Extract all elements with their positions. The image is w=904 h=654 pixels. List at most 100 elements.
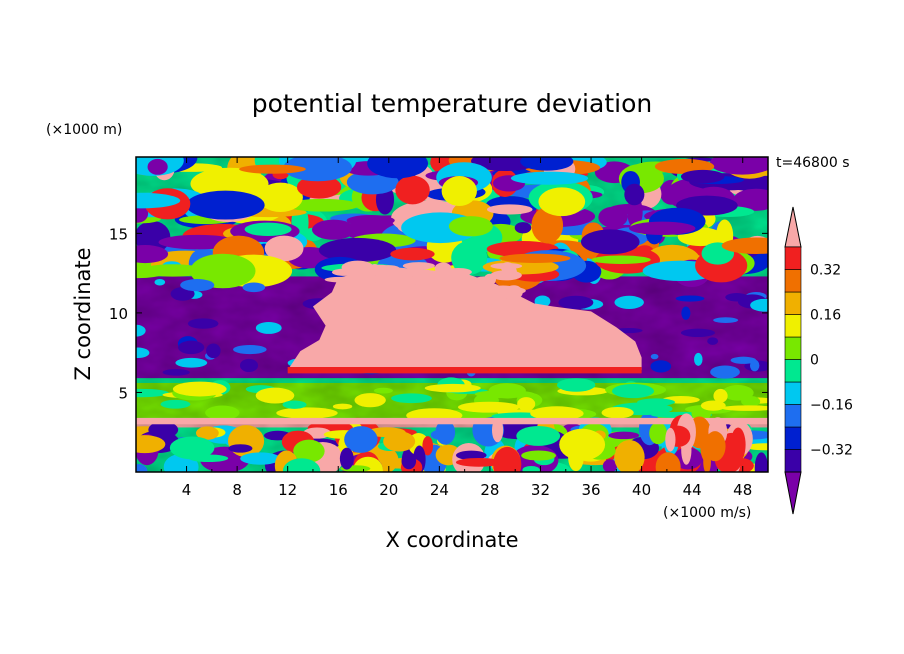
contour-blob [502,288,519,300]
colorbar-tick-label: 0.32 [810,263,841,279]
contour-blob [296,175,342,199]
contour-blob [205,405,240,421]
colorbar-tick-label: 0 [810,353,819,369]
contour-blob [187,318,219,329]
colorbar-tick-label: −0.16 [810,398,853,414]
contour-blob [704,431,726,462]
contour-blob [276,407,338,419]
contour-blob [448,216,493,237]
contour-blob [721,405,768,411]
contour-blob [733,188,768,211]
contour-blob [608,431,640,440]
contour-blob [530,406,584,421]
contour-blob [559,428,606,461]
contour-blob [365,273,377,282]
colorbar: 0.32 0.16 0 −0.16 −0.32 [784,206,853,515]
contour-blob [591,255,651,264]
contour-blob [178,340,205,355]
contour-blob [655,452,681,472]
contour-blob [517,397,536,411]
contour-blob [186,190,265,220]
contour-blob [424,383,481,393]
contour-blob [680,169,725,184]
contour-blob [598,206,628,228]
x-tick-label: 32 [531,481,550,499]
anvil-base [287,367,642,374]
colorbar-bottom-triangle [784,471,802,515]
contour-blob [154,278,166,286]
contour-blob [283,157,352,182]
contour-blob [206,343,221,359]
contour-blob [580,229,640,255]
y-unit-label: (×1000 m) [46,122,122,138]
colorbar-top-triangle [784,206,802,248]
contour-blob [451,289,479,296]
contour-blob [318,237,397,263]
contour-blob [311,219,355,240]
contour-blob [346,214,395,227]
contour-blob [700,400,726,411]
x-tick-label: 16 [329,481,348,499]
contour-blob [136,463,148,472]
y-tick-label: 5 [118,384,128,402]
colorbar-tick-label: 0.16 [810,308,841,324]
contour-blob [455,457,502,467]
contour-blob [244,222,292,237]
contour-blob [520,157,574,171]
contour-blob [649,422,668,445]
contour-blob [531,206,564,244]
contour-blob [162,369,190,376]
contour-blob [601,406,634,419]
y-tick-label: 15 [109,225,128,243]
contour-blob [136,347,150,359]
contour-blob [521,450,557,461]
contour-blob [344,426,378,453]
contour-blob [258,182,303,212]
contour-blob [455,450,487,460]
contour-blob [650,360,672,373]
contour-blob [395,278,416,290]
x-tick-label: 8 [232,481,242,499]
colorbar-segment [784,269,802,293]
x-tick-label: 20 [379,481,398,499]
contour-blob [681,306,691,320]
contour-blob [680,328,715,338]
x-unit-label: (×1000 m/s) [663,505,751,521]
contour-blob [713,317,739,324]
contour-blob [602,459,618,472]
contour-blob [383,431,416,452]
contour-blob [139,264,207,277]
cloud-anvil [287,266,642,371]
contour-blob [390,269,416,276]
contour-blob [725,293,749,302]
contour-blob [493,446,522,472]
contour-blob [422,436,434,456]
contour-blob [255,387,295,404]
contour-blob [196,426,219,440]
contour-blob [749,359,760,372]
contour-blob [556,378,596,392]
contour-blob [376,265,400,272]
x-axis-label: X coordinate [385,528,518,552]
contour-blob [190,167,269,200]
contour-blob [147,158,168,175]
contour-blob [169,436,215,460]
contour-blob [390,247,435,261]
x-tick-label: 28 [480,481,499,499]
contour-blob [694,352,703,366]
contour-blob [741,396,761,407]
contour-blob [170,287,195,301]
contour-blob [332,403,353,410]
contour-blob [160,399,191,409]
contour-blob [558,295,594,310]
plot-frame [135,156,769,473]
colorbar-segment [784,246,802,270]
contour-blob [722,385,754,401]
contour-blob [438,263,450,275]
contour-blob [490,270,522,281]
x-tick-label: 12 [278,481,297,499]
contour-blob [538,187,586,217]
contour-blob [614,440,645,472]
contour-blob [441,176,477,207]
lower-sheet [136,417,768,425]
